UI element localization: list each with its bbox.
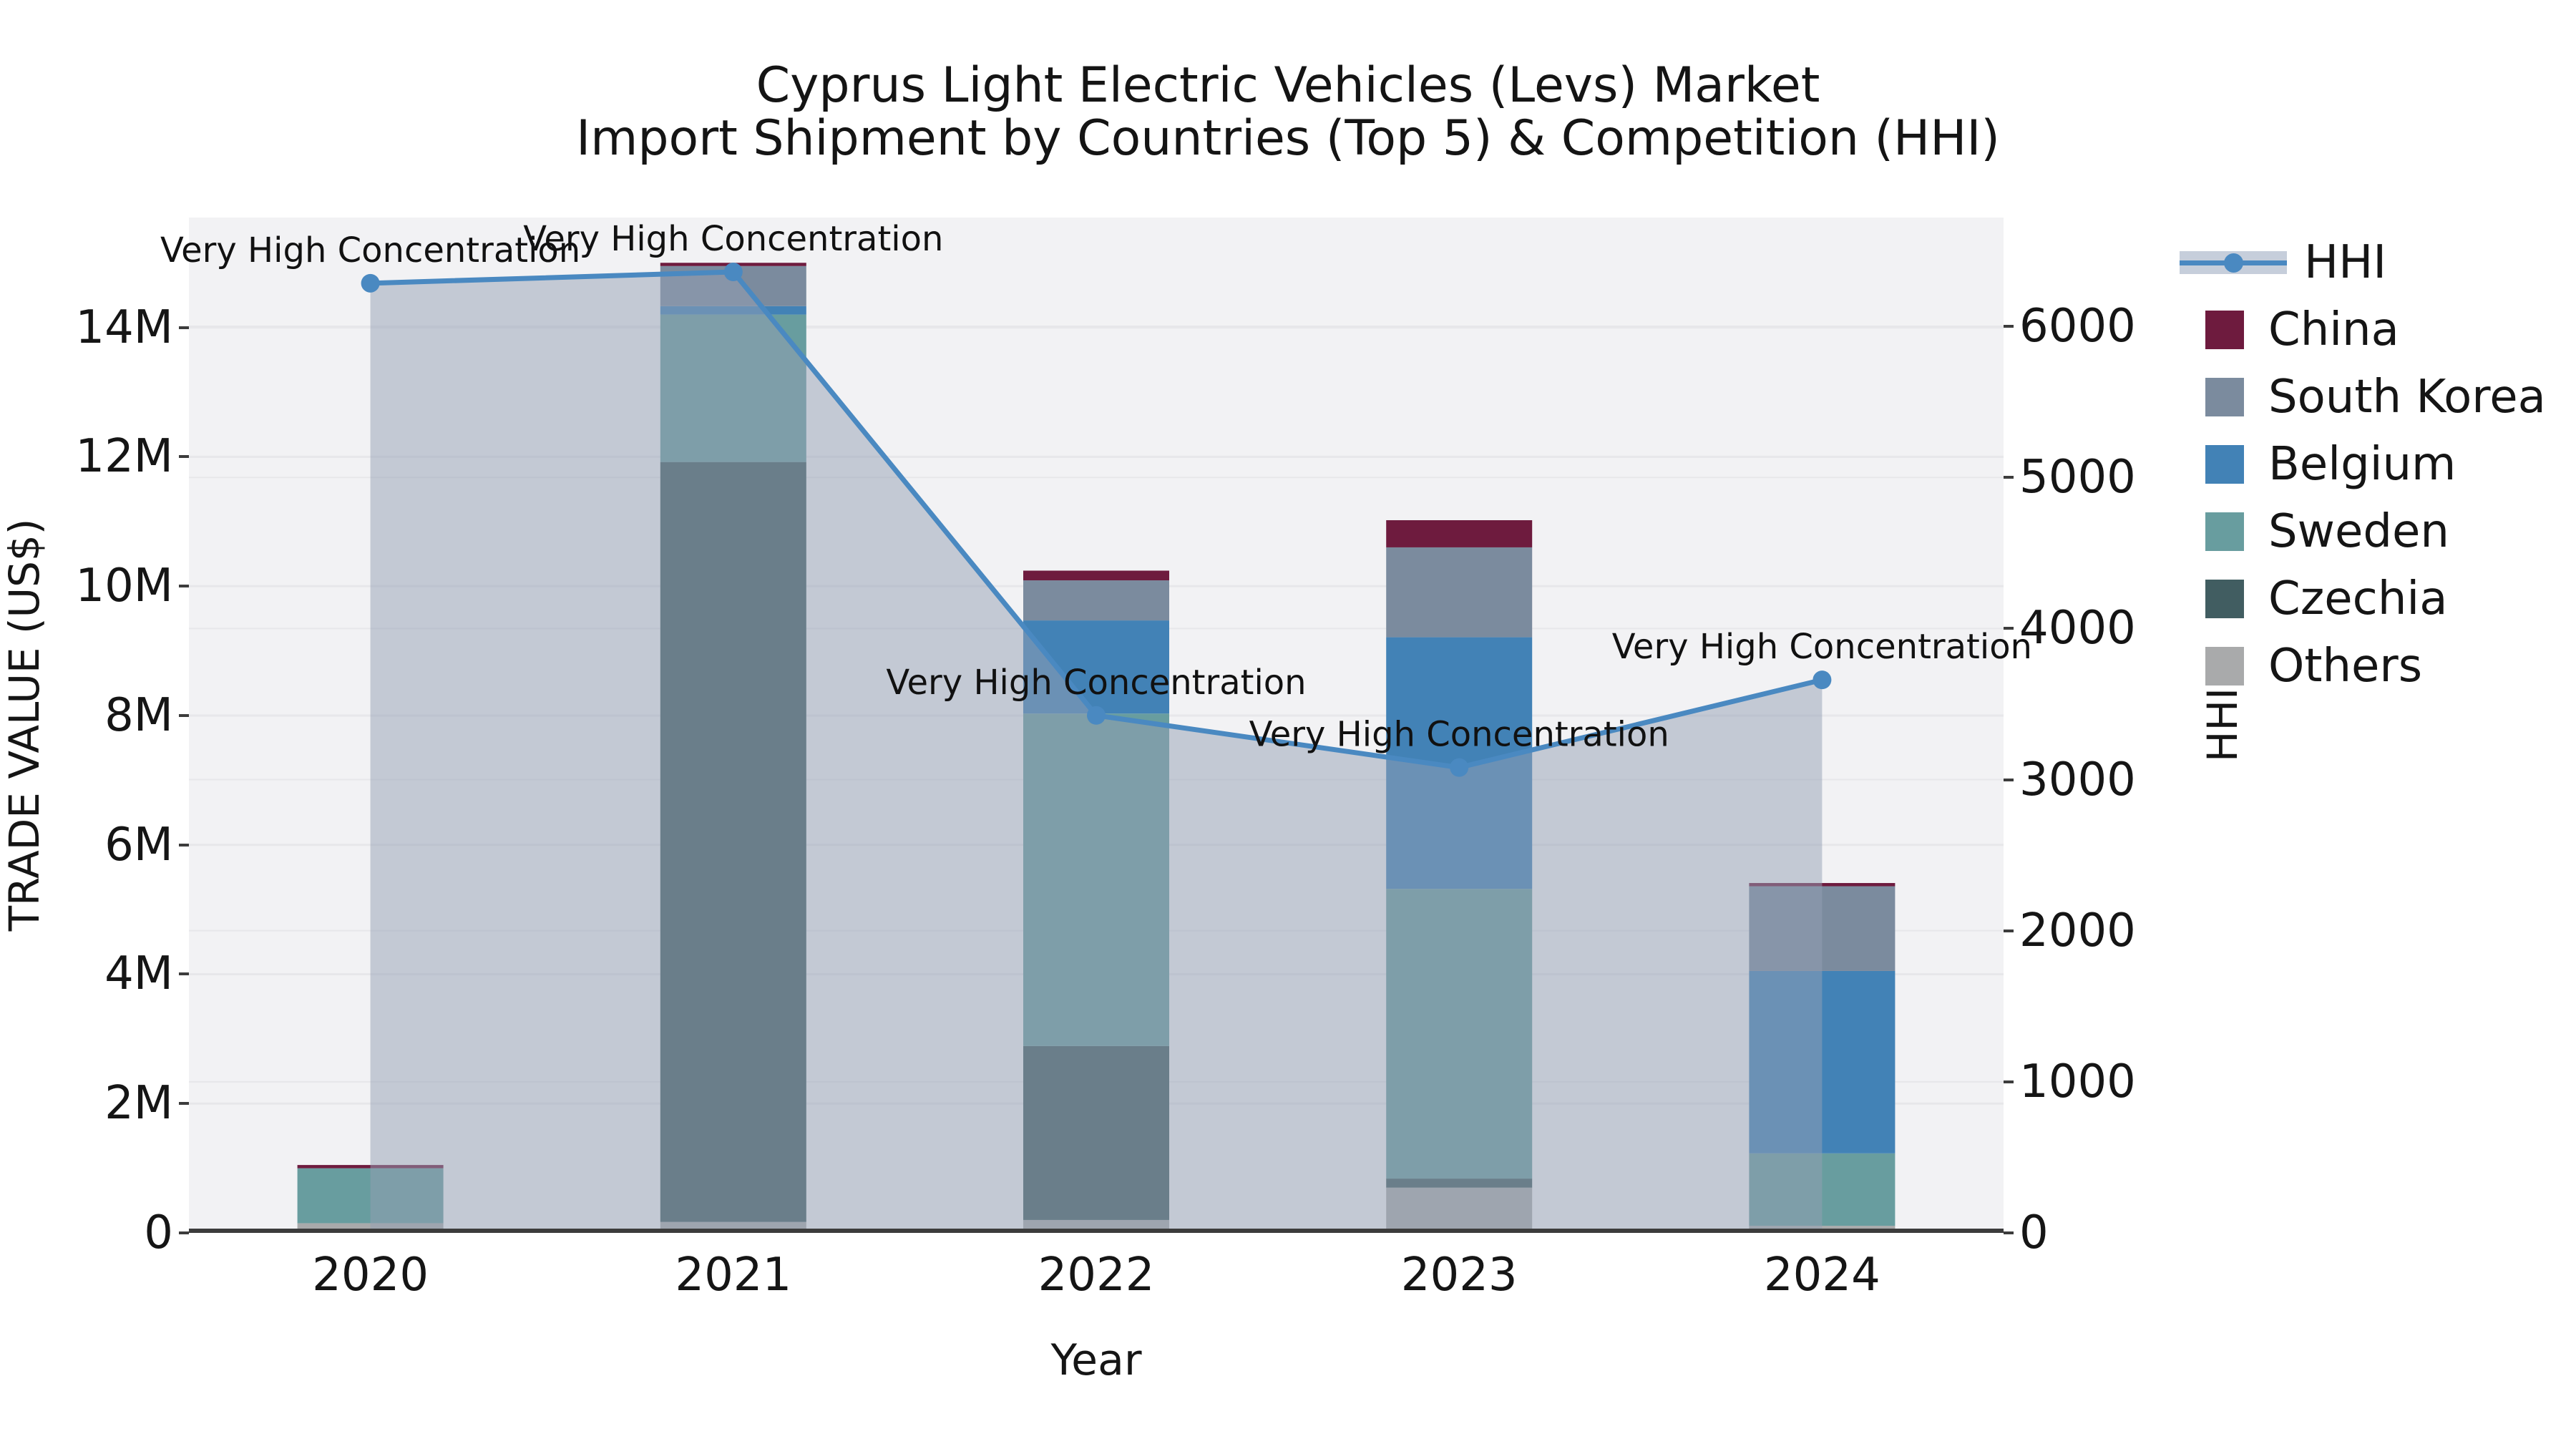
legend-swatch-sweden [2205, 512, 2244, 551]
legend-swatch-czechia [2205, 580, 2244, 618]
hhi-area-fill [370, 272, 1823, 1234]
y-left-tickmark-4M [179, 972, 189, 976]
legend-label-sweden: Sweden [2268, 505, 2449, 558]
y-left-tickmark-6M [179, 843, 189, 847]
y-left-tickmark-8M [179, 713, 189, 717]
bar-segment-south-korea-2022 [1023, 580, 1169, 621]
y-left-tick-10M: 10M [75, 560, 173, 613]
y-axis-left-label: TRADE VALUE (US$) [0, 518, 49, 932]
y-left-tick-6M: 6M [104, 818, 173, 872]
y-right-tick-1000: 1000 [2019, 1055, 2136, 1108]
y-right-tickmark-3000 [2004, 778, 2014, 781]
hhi-annotation-2023: Very High Concentration [1249, 715, 1669, 755]
hhi-annotation-2024: Very High Concentration [1612, 627, 2032, 667]
y-left-tick-12M: 12M [75, 430, 173, 484]
y-right-tick-0: 0 [2019, 1206, 2049, 1259]
legend-swatch-belgium [2205, 445, 2244, 484]
hhi-annotation-2022: Very High Concentration [886, 663, 1306, 703]
hhi-marker-2023 [1450, 758, 1469, 777]
y-right-tick-4000: 4000 [2019, 602, 2136, 655]
bar-segment-china-2022 [1023, 570, 1169, 581]
legend-swatch-others [2205, 647, 2244, 686]
x-axis-label: Year [1050, 1335, 1142, 1385]
legend-swatch-south-korea [2205, 378, 2244, 416]
y-left-tick-8M: 8M [104, 688, 173, 742]
hhi-annotation-2021: Very High Concentration [523, 219, 943, 259]
x-tick-2020: 2020 [312, 1249, 429, 1302]
legend-item-china: China [2205, 296, 2546, 364]
legend-label-hhi: HHI [2304, 236, 2387, 289]
bar-segment-china-2020 [297, 1165, 444, 1169]
y-left-tickmark-0 [179, 1231, 189, 1234]
x-tick-2022: 2022 [1038, 1249, 1155, 1302]
y-right-tickmark-6000 [2004, 325, 2014, 328]
legend-item-belgium: Belgium [2205, 431, 2546, 498]
x-tick-2024: 2024 [1763, 1249, 1880, 1302]
legend-label-china: China [2268, 303, 2399, 356]
y-left-tickmark-2M [179, 1102, 189, 1106]
legend-hhi-marker [2224, 253, 2243, 273]
y-left-tick-4M: 4M [104, 947, 173, 1001]
legend-label-south-korea: South Korea [2268, 371, 2546, 424]
y-left-tickmark-14M [179, 326, 189, 329]
legend-item-others: Others [2205, 633, 2546, 700]
chart-title-line1: Cyprus Light Electric Vehicles (Levs) Ma… [756, 57, 1820, 114]
y-right-tick-3000: 3000 [2019, 753, 2136, 806]
legend-item-czechia: Czechia [2205, 565, 2546, 633]
legend-item-south-korea: South Korea [2205, 364, 2546, 431]
legend-hhi-line-symbol [2180, 251, 2287, 274]
bar-segment-south-korea-2023 [1386, 547, 1533, 638]
legend-label-belgium: Belgium [2268, 438, 2457, 491]
legend-item-hhi: HHI [2180, 229, 2546, 296]
plot-area: Very High Concentration Very High Concent… [160, 218, 2032, 1234]
y-left-tick-14M: 14M [75, 301, 173, 354]
y-right-tick-5000: 5000 [2019, 451, 2136, 504]
bar-segment-china-2023 [1386, 519, 1533, 547]
legend-label-others: Others [2268, 640, 2423, 693]
y-left-tick-2M: 2M [104, 1077, 173, 1131]
y-right-tick-2000: 2000 [2019, 904, 2136, 957]
y-right-tickmark-1000 [2004, 1080, 2014, 1083]
y-right-tickmark-0 [2004, 1231, 2014, 1234]
hhi-marker-2024 [1813, 670, 1832, 690]
y-left-tick-0: 0 [144, 1206, 173, 1259]
y-left-tickmark-12M [179, 455, 189, 459]
y-right-tick-6000: 6000 [2019, 300, 2136, 353]
y-right-tickmark-5000 [2004, 476, 2014, 479]
hhi-marker-2020 [361, 273, 380, 293]
hhi-marker-2021 [723, 263, 743, 282]
hhi-marker-2022 [1087, 706, 1106, 725]
x-tick-2023: 2023 [1400, 1249, 1518, 1302]
y-left-tickmark-10M [179, 585, 189, 588]
hhi-annotation-2020: Very High Concentration [160, 230, 580, 270]
chart-title-line2: Import Shipment by Countries (Top 5) & C… [576, 110, 2000, 167]
legend-item-sweden: Sweden [2205, 498, 2546, 565]
legend-swatch-china [2205, 311, 2244, 349]
y-right-tickmark-2000 [2004, 929, 2014, 932]
legend-label-czechia: Czechia [2268, 572, 2448, 625]
legend: HHI China South Korea Belgium Sweden Czechia O… [2180, 229, 2546, 700]
y-right-tickmark-4000 [2004, 627, 2014, 630]
x-tick-2021: 2021 [675, 1249, 792, 1302]
